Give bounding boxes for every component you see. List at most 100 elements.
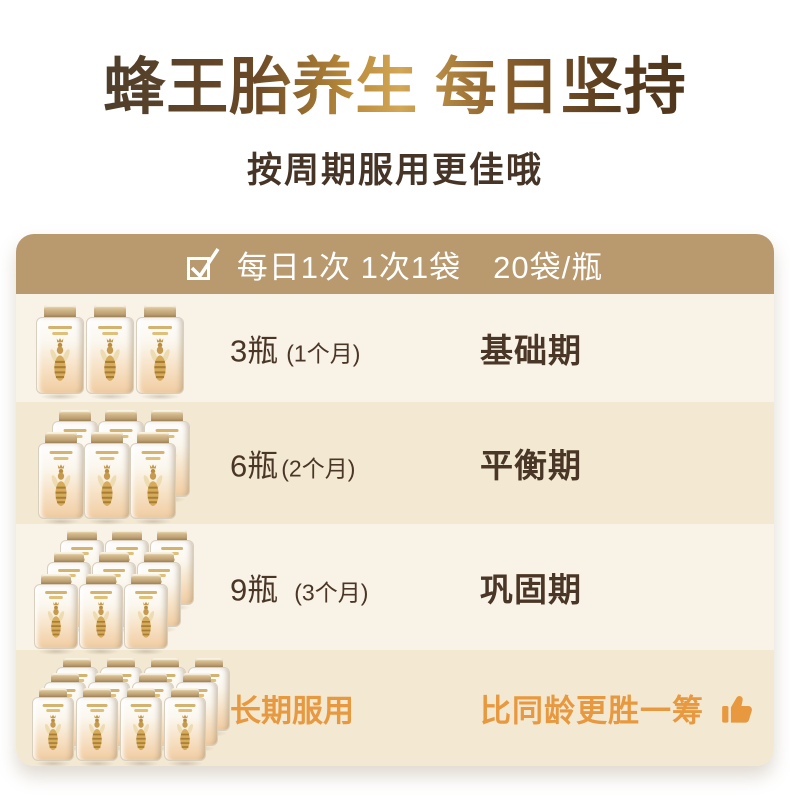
bottle-cap [45,432,77,444]
bottle-cap [157,530,187,541]
bottle-body [36,317,84,394]
product-bottle [130,432,176,525]
quantity-label: 9瓶 [230,572,279,608]
phase-label: 平衡期 [480,447,582,484]
bottle-body [86,317,134,394]
bottle-cap [43,305,77,318]
phase-cell: 平衡期 [480,439,582,487]
bottle-cap [82,688,112,698]
label-text-line [71,547,93,551]
product-bottle [124,574,168,655]
bottle-cluster-3 [16,294,276,402]
phase-label: 巩固期 [480,571,582,608]
thumbs-up-icon [722,695,752,723]
checkbox-box [186,257,210,280]
label-text-line [178,709,192,713]
label-text-line [116,547,138,551]
bottle-body [79,584,123,649]
phase-cell: 巩固期 [480,563,582,611]
label-text-line [102,331,118,335]
bottle-cap [67,530,97,541]
bottle-cluster-6 [16,402,276,525]
quantity-cell: 长期服用 [230,686,354,731]
queen-bee-illustration [133,714,149,750]
label-text-line [155,429,179,433]
bottle-cap [131,574,161,585]
product-bottle [36,305,84,400]
bottle-cap [151,410,183,422]
label-text-line [152,331,168,335]
label-text-line [161,547,183,551]
quantity-cell: 6瓶 (2个月) [230,441,355,486]
bottle-cap [137,432,169,444]
duration-label: (2个月) [281,455,356,482]
bottle-cap [106,658,136,668]
label-text-line [141,451,165,455]
plan-header-label: 每日1次 1次1袋 20袋/瓶 [236,249,604,285]
phase-label: 基础期 [480,332,582,369]
bottle-cap [182,673,212,683]
product-bottle [136,305,184,400]
bottle-cap [126,688,156,698]
product-bottle [76,688,118,766]
plan-card-header: 每日1次 1次1袋 20袋/瓶 [16,234,774,294]
bottle-body [120,697,162,761]
bottle-cap [54,552,84,563]
bottle-cap [93,305,127,318]
bottle-body [76,697,118,761]
label-text-line [95,451,119,455]
product-bottle [164,688,206,766]
product-bottle [84,432,130,525]
label-text-line [134,709,148,713]
plan-row-consolidate: 9瓶 (3个月) 巩固期 [16,524,774,655]
label-text-line [48,325,72,329]
bottle-body [38,443,84,519]
bottle-cap [62,658,92,668]
queen-bee-illustration [100,338,120,381]
queen-bee-illustration [45,714,61,750]
quantity-cell: 9瓶 (3个月) [230,565,368,610]
quantity-label: 6瓶 [230,448,279,484]
bottle-cluster-12 [16,650,276,766]
queen-bee-illustration [97,464,117,506]
label-text-line [148,325,172,329]
label-text-line [86,704,108,708]
label-text-line [53,457,69,461]
queen-bee-illustration [150,338,170,381]
bottle-cap [105,410,137,422]
label-text-line [63,429,87,433]
queen-bee-illustration [50,338,70,381]
label-text-line [58,569,80,573]
bottle-body [124,584,168,649]
bottle-cap [150,658,180,668]
checked-checkbox-icon [186,245,221,283]
queen-bee-illustration [143,464,163,506]
label-text-line [99,457,115,461]
label-text-line [145,457,161,461]
label-text-line [109,429,133,433]
label-text-line [130,704,152,708]
duration-label: (3个月) [294,579,369,606]
phase-cell: 基础期 [480,324,582,372]
bottle-cap [170,688,200,698]
bottle-cap [86,574,116,585]
label-text-line [98,325,122,329]
bottle-cap [91,432,123,444]
bottle-cap [50,673,80,683]
plan-row-balance: 6瓶 (2个月) 平衡期 [16,402,774,525]
bottle-cap [41,574,71,585]
bottle-body [130,443,176,519]
duration-label: (1个月) [286,340,361,367]
product-bottle [79,574,123,655]
bottle-body [34,584,78,649]
label-text-line [138,596,154,600]
phase-label: 比同龄更胜一筹 [480,693,704,729]
page-title: 蜂王胎养生 每日坚持 [103,50,687,128]
bottle-cap [38,688,68,698]
title-section: 蜂王胎养生 每日坚持 [0,0,790,128]
queen-bee-illustration [177,714,193,750]
bottle-cap [94,673,124,683]
quantity-cell: 3瓶 (1个月) [230,326,360,371]
product-bottle [34,574,78,655]
